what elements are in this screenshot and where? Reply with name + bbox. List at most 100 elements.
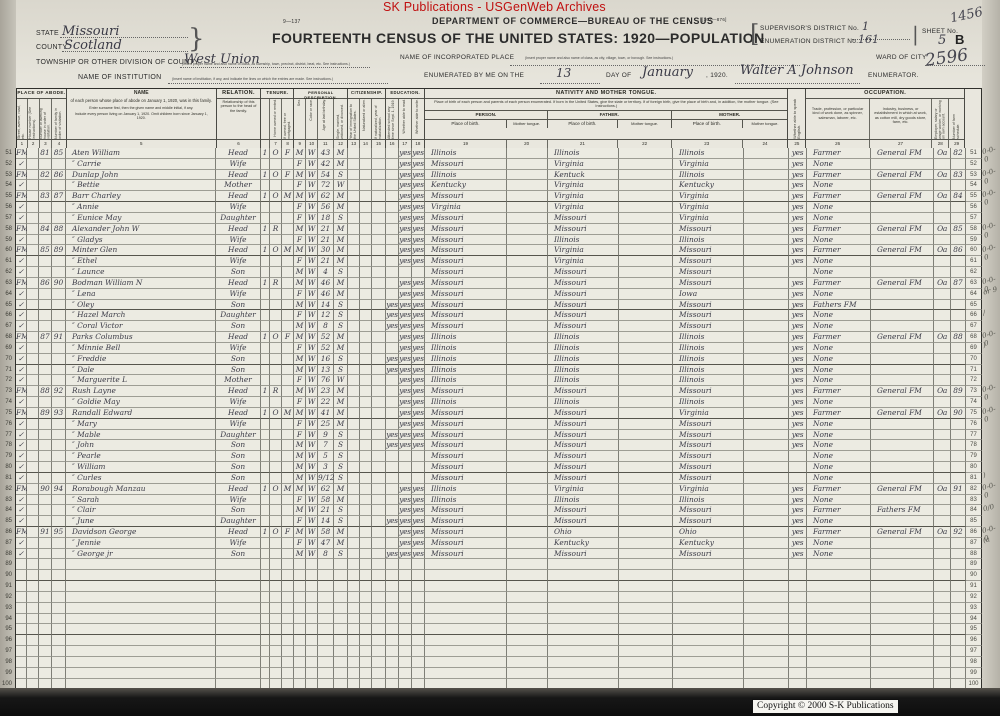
free-mortgaged-cell	[282, 602, 294, 614]
house-number-cell	[27, 267, 39, 278]
farm-number-cell	[951, 158, 966, 170]
county-value: Scotland	[64, 38, 122, 53]
write-cell: yes	[412, 537, 425, 549]
house-number-cell	[27, 223, 39, 235]
father-birthplace-cell: Missouri	[548, 321, 619, 333]
street-cell	[16, 646, 27, 657]
naturalization-year-cell	[372, 526, 386, 538]
write-cell: yes	[412, 245, 425, 257]
street-cell: FM	[16, 245, 29, 257]
school-cell	[386, 191, 399, 203]
industry-label: Industry, business, or establishment in …	[874, 107, 927, 125]
street-cell: FM	[16, 526, 29, 538]
read-cell: yes	[399, 483, 412, 495]
family-number-cell	[52, 646, 66, 657]
marital-cell	[334, 646, 348, 657]
school-cell	[386, 288, 399, 300]
mother-tongue-cell	[507, 462, 548, 473]
line-number-left: 97	[0, 646, 16, 657]
school-cell	[386, 223, 399, 235]
mother-tongue-cell-2	[744, 407, 789, 419]
relation-cell: Son	[216, 299, 261, 311]
read-cell: yes	[399, 386, 412, 398]
enumerated-day: 13	[556, 66, 572, 80]
color-cell: W	[306, 418, 318, 430]
school-cell	[386, 418, 399, 430]
school-cell	[386, 526, 399, 538]
birthplace-cell: Illinois	[425, 364, 507, 376]
father-birthplace-cell: Missouri	[548, 429, 619, 441]
age-label: Age at last birthday.	[322, 99, 327, 131]
dwelling-number-cell	[39, 267, 52, 278]
free-mortgaged-cell	[282, 223, 294, 235]
father-birthplace-cell: Illinois	[548, 332, 619, 343]
personal-title: PERSONAL DESCRIPTION.	[294, 89, 348, 100]
marital-cell: S	[334, 321, 348, 333]
relation-cell: Mother	[216, 180, 261, 192]
farm-number-cell	[951, 667, 966, 679]
speaks-english-cell	[789, 635, 807, 647]
marital-cell	[334, 581, 348, 592]
free-mortgaged-cell	[282, 158, 294, 170]
family-number-cell	[52, 158, 66, 170]
speaks-english-cell: yes	[789, 169, 807, 181]
school-cell	[386, 570, 399, 582]
person-tongue-label: Mother tongue.	[507, 119, 548, 128]
marital-cell: M	[334, 483, 348, 495]
mother-tongue-cell-2	[744, 267, 789, 278]
naturalization-year-cell	[372, 191, 386, 203]
tenure-tick-cell	[261, 321, 270, 333]
house-number-cell	[27, 332, 39, 343]
birthplace-cell: Missouri	[425, 234, 507, 246]
school-cell	[386, 591, 399, 603]
read-cell	[399, 591, 412, 603]
farm-number-cell	[951, 353, 966, 365]
occupation-cell: None	[807, 429, 871, 441]
father-tongue-cell	[619, 548, 673, 560]
state-value: Missouri	[62, 24, 120, 39]
owned-rented-cell	[270, 397, 282, 408]
birthplace-cell	[425, 656, 507, 668]
free-mortgaged-cell: M	[282, 407, 294, 419]
line-number-right: 93	[966, 602, 982, 614]
tenure-tick-cell	[261, 656, 270, 668]
father-birthplace-cell	[548, 613, 619, 625]
free-mortgaged-cell	[282, 397, 294, 408]
dwelling-number-cell: 86	[39, 277, 52, 289]
school-cell: yes	[386, 353, 399, 365]
name-cell: ″ Oley	[66, 299, 216, 311]
mother-birthplace-cell	[673, 591, 744, 603]
line-number-right: 51	[966, 148, 982, 159]
employer-class-cell	[934, 440, 951, 452]
naturalization-year-cell	[372, 440, 386, 452]
naturalization-year-cell	[372, 386, 386, 398]
color-cell: W	[306, 353, 318, 365]
industry-cell	[871, 267, 934, 278]
industry-cell	[871, 353, 934, 365]
write-cell: yes	[412, 277, 425, 289]
relation-cell: Head	[216, 277, 261, 289]
relation-cell: Head	[216, 526, 261, 538]
sex-cell: F	[294, 288, 306, 300]
line-number-right: 74	[966, 397, 982, 408]
relation-cell: Head	[216, 148, 261, 159]
naturalized-cell	[360, 299, 372, 311]
birthplace-cell: Missouri	[425, 191, 507, 203]
tenure-tick-cell	[261, 635, 270, 647]
read-cell	[399, 602, 412, 614]
read-cell	[399, 646, 412, 657]
age-cell: 7	[318, 440, 334, 452]
immigration-cell	[348, 321, 360, 333]
immigration-cell	[348, 212, 360, 224]
line-number-right: 67	[966, 321, 982, 333]
speaks-english-cell: yes	[789, 397, 807, 408]
industry-cell	[871, 548, 934, 560]
enumerator-rule	[735, 74, 860, 84]
read-cell: yes	[399, 375, 412, 387]
speaks-english-cell	[789, 624, 807, 636]
line-number-right: 99	[966, 667, 982, 679]
name-cell: ″ Jennie	[66, 537, 216, 549]
mother-tongue-cell	[507, 321, 548, 333]
naturalization-year-cell	[372, 451, 386, 463]
street-cell	[16, 635, 27, 647]
